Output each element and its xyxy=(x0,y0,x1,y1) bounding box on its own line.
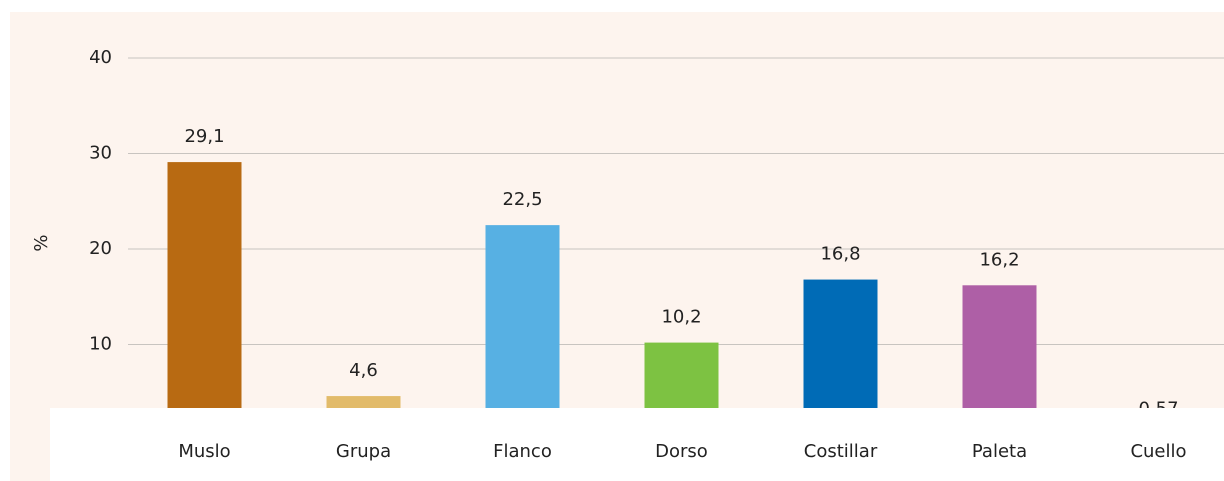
x-tick-label: Grupa xyxy=(336,441,391,462)
y-tick-label: 20 xyxy=(89,238,112,259)
value-label: 16,2 xyxy=(979,249,1019,270)
value-label: 29,1 xyxy=(184,126,224,147)
x-tick-label: Flanco xyxy=(493,441,552,462)
value-label: 10,2 xyxy=(661,307,701,328)
category-panel xyxy=(50,408,1224,481)
x-tick-label: Muslo xyxy=(178,441,230,462)
bar xyxy=(167,162,242,440)
value-label: 22,5 xyxy=(502,189,542,210)
value-label: 4,6 xyxy=(349,360,378,381)
y-tick-label: 30 xyxy=(89,143,112,164)
y-tick-label: 40 xyxy=(89,47,112,68)
y-tick-label: 10 xyxy=(89,334,112,355)
x-tick-label: Costillar xyxy=(804,441,878,462)
x-tick-label: Paleta xyxy=(972,441,1027,462)
value-label: 16,8 xyxy=(820,244,860,265)
bar xyxy=(485,225,560,440)
x-tick-label: Dorso xyxy=(655,441,708,462)
y-axis-label: % xyxy=(31,234,52,251)
x-tick-label: Cuello xyxy=(1130,441,1186,462)
